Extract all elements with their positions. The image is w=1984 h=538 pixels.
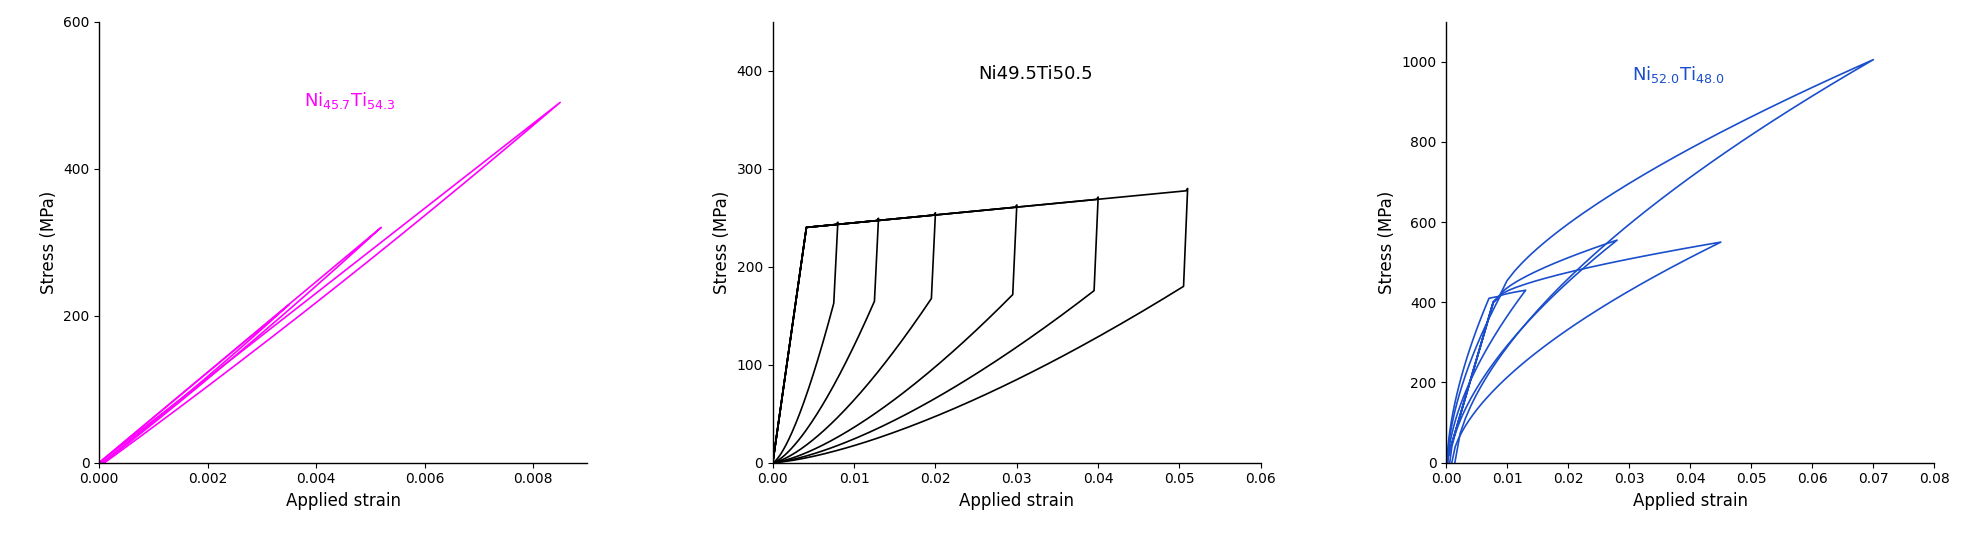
Y-axis label: Stress (MPa): Stress (MPa) [1379, 190, 1397, 294]
Y-axis label: Stress (MPa): Stress (MPa) [40, 190, 58, 294]
Y-axis label: Stress (MPa): Stress (MPa) [712, 190, 732, 294]
X-axis label: Applied strain: Applied strain [960, 492, 1073, 510]
Text: Ni49.5Ti50.5: Ni49.5Ti50.5 [978, 66, 1093, 83]
Text: Ni$_{45.7}$Ti$_{54.3}$: Ni$_{45.7}$Ti$_{54.3}$ [304, 90, 395, 111]
Text: Ni$_{52.0}$Ti$_{48.0}$: Ni$_{52.0}$Ti$_{48.0}$ [1631, 64, 1724, 85]
X-axis label: Applied strain: Applied strain [1633, 492, 1748, 510]
X-axis label: Applied strain: Applied strain [286, 492, 401, 510]
